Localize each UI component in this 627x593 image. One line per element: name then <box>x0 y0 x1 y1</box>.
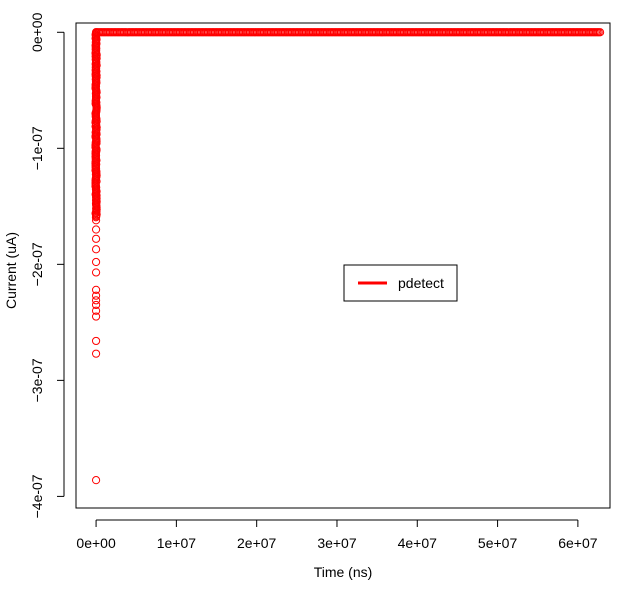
data-point <box>91 336 101 346</box>
data-point <box>91 225 101 234</box>
data-point <box>91 476 101 485</box>
data-point <box>91 257 101 267</box>
data-point <box>595 28 605 37</box>
data-point <box>91 268 101 277</box>
x-tick-label: 6e+07 <box>558 535 598 551</box>
data-point <box>91 216 101 225</box>
x-axis: 0e+00 1e+07 2e+07 3e+07 4e+07 5e+07 6e+07 <box>76 519 598 551</box>
data-point <box>91 296 101 305</box>
x-tick-label: 4e+07 <box>398 535 438 551</box>
legend-label: pdetect <box>398 275 444 291</box>
data-point <box>91 291 101 300</box>
data-point <box>91 306 101 315</box>
legend: pdetect <box>343 264 458 302</box>
data-point <box>91 285 101 294</box>
plot-frame <box>75 22 611 509</box>
y-tick-label: −3e-07 <box>29 358 45 402</box>
x-axis-title: Time (ns) <box>314 564 373 580</box>
y-tick-label: −1e-07 <box>29 126 45 170</box>
x-tick-label: 2e+07 <box>237 535 277 551</box>
y-tick-label: −4e-07 <box>29 474 45 518</box>
y-tick-label: 0e+00 <box>29 12 45 52</box>
x-tick-label: 0e+00 <box>76 535 116 551</box>
y-axis: 0e+00 −1e-07 −2e-07 −3e-07 −4e-07 <box>29 12 65 518</box>
x-tick-label: 5e+07 <box>478 535 518 551</box>
data-point <box>91 312 101 321</box>
y-tick-label: −2e-07 <box>29 242 45 286</box>
y-axis-title: Current (uA) <box>3 232 19 309</box>
data-point <box>91 349 101 358</box>
x-tick-label: 3e+07 <box>317 535 357 551</box>
x-tick-label: 1e+07 <box>157 535 197 551</box>
data-point <box>91 245 101 254</box>
points-layer <box>91 28 605 485</box>
data-point <box>91 300 101 310</box>
data-point <box>91 234 101 243</box>
data-point <box>91 213 101 222</box>
